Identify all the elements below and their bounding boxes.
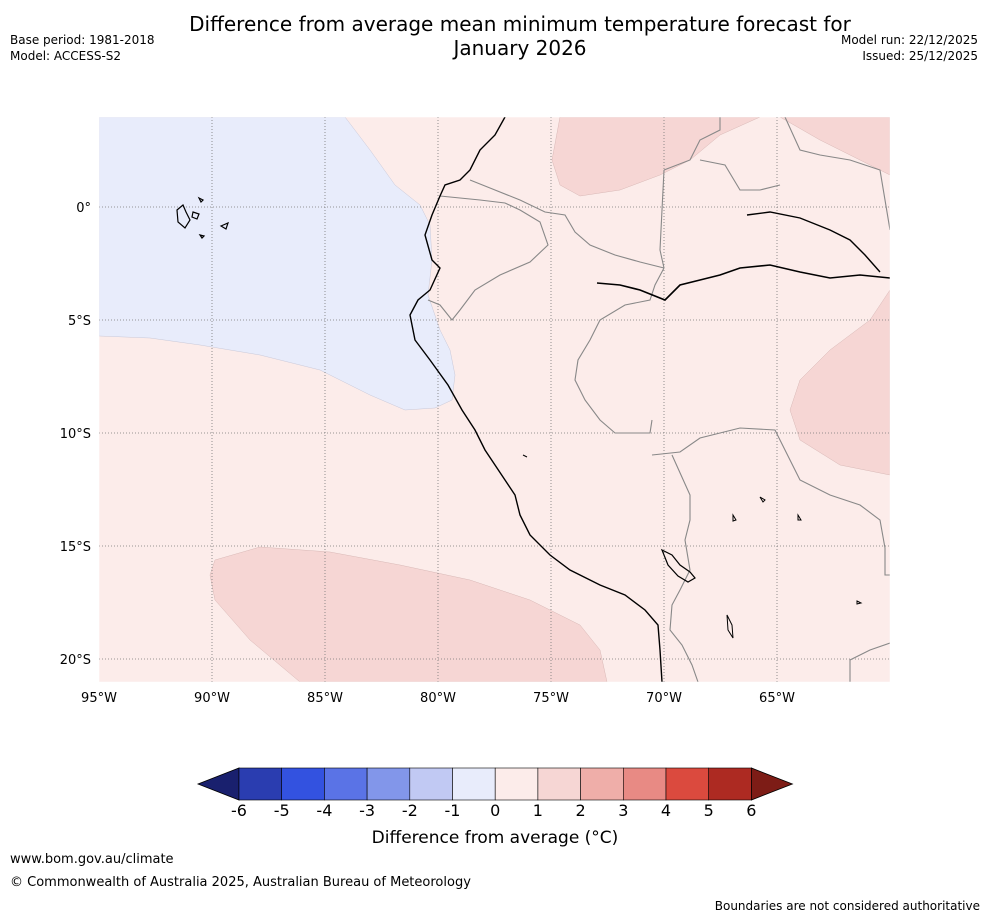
- copyright: © Commonwealth of Australia 2025, Austra…: [10, 875, 471, 890]
- colorbar-box: [622, 767, 667, 801]
- colorbar-tick: -5: [274, 801, 290, 820]
- lat-label-5s: 5°S: [68, 314, 91, 329]
- colorbar-tick: -1: [445, 801, 461, 820]
- model-name: Model: ACCESS-S2: [10, 49, 122, 63]
- disclaimer: Boundaries are not considered authoritat…: [714, 899, 980, 913]
- colorbar-box: [708, 767, 752, 801]
- source-url: www.bom.gov.au/climate: [10, 852, 174, 867]
- meta-left: Base period: 1981-2018 Model: ACCESS-S2: [10, 32, 155, 64]
- forecast-map: 0° 5°S 10°S 15°S 20°S 95°W 90°W 85°W 80°…: [60, 116, 891, 706]
- colorbar: -6 -5 -4 -3 -2 -1 0 1 2 3 4 5 6: [196, 767, 794, 820]
- title-line-1: Difference from average mean minimum tem…: [189, 12, 851, 36]
- colorbar-tick: -6: [231, 801, 247, 820]
- lon-label-90w: 90°W: [194, 691, 230, 706]
- colorbar-tick: 3: [618, 801, 628, 820]
- issued-date: Issued: 25/12/2025: [862, 49, 978, 63]
- colorbar-box: [494, 767, 539, 801]
- model-run: Model run: 22/12/2025: [840, 33, 978, 47]
- lat-label-20s: 20°S: [60, 653, 91, 668]
- colorbar-box: [665, 767, 710, 801]
- anomaly-1-2-region-north: [551, 117, 761, 197]
- colorbar-box: [281, 767, 325, 801]
- anomaly-1-2-region-east: [789, 289, 890, 476]
- colorbar-tick: 1: [533, 801, 543, 820]
- lat-label-0: 0°: [76, 201, 91, 216]
- map-title: Difference from average mean minimum tem…: [150, 12, 890, 60]
- colorbar-extend-high: [751, 767, 794, 801]
- colorbar-box: [409, 767, 453, 801]
- meta-right: Model run: 22/12/2025 Issued: 25/12/2025: [841, 32, 978, 64]
- colorbar-box: [452, 767, 496, 801]
- colorbar-box: [537, 767, 581, 801]
- anomaly-neg1-0-region: [99, 117, 456, 411]
- colorbar-tick: 2: [576, 801, 586, 820]
- anomaly-1-2-region-northeast: [779, 117, 890, 176]
- lon-label-70w: 70°W: [646, 691, 682, 706]
- colorbar-box: [238, 767, 283, 801]
- colorbar-tick: -4: [316, 801, 332, 820]
- galapagos-islands: [176, 196, 229, 239]
- lon-label-95w: 95°W: [81, 691, 117, 706]
- lat-label-15s: 15°S: [60, 540, 91, 555]
- colorbar-tick: -2: [402, 801, 418, 820]
- small-lakes: [522, 454, 863, 639]
- map-frame: [98, 116, 891, 683]
- coastline: [409, 117, 663, 682]
- colorbar-box: [580, 767, 624, 801]
- lon-label-80w: 80°W: [420, 691, 456, 706]
- colorbar-box: [366, 767, 411, 801]
- colorbar-tick: 0: [490, 801, 500, 820]
- colorbar-tick: -3: [359, 801, 375, 820]
- anomaly-1-2-region-south: [209, 546, 608, 682]
- colorbar-tick: 5: [704, 801, 714, 820]
- colorbar-tick: 4: [661, 801, 671, 820]
- colorbar-extend-low: [196, 767, 240, 801]
- lon-label-85w: 85°W: [307, 691, 343, 706]
- colorbar-tick: 6: [746, 801, 756, 820]
- graticule: [99, 117, 890, 682]
- lat-label-10s: 10°S: [60, 427, 91, 442]
- base-period: Base period: 1981-2018: [10, 33, 155, 47]
- lon-label-75w: 75°W: [533, 691, 569, 706]
- country-borders: [427, 117, 890, 682]
- colorbar-label: Difference from average (°C): [371, 828, 619, 848]
- negro-river: [746, 211, 881, 273]
- lake-titicaca: [660, 548, 696, 583]
- title-line-2: January 2026: [453, 36, 587, 60]
- amazon-river: [596, 264, 890, 301]
- colorbar-box: [324, 767, 368, 801]
- lon-label-65w: 65°W: [759, 691, 795, 706]
